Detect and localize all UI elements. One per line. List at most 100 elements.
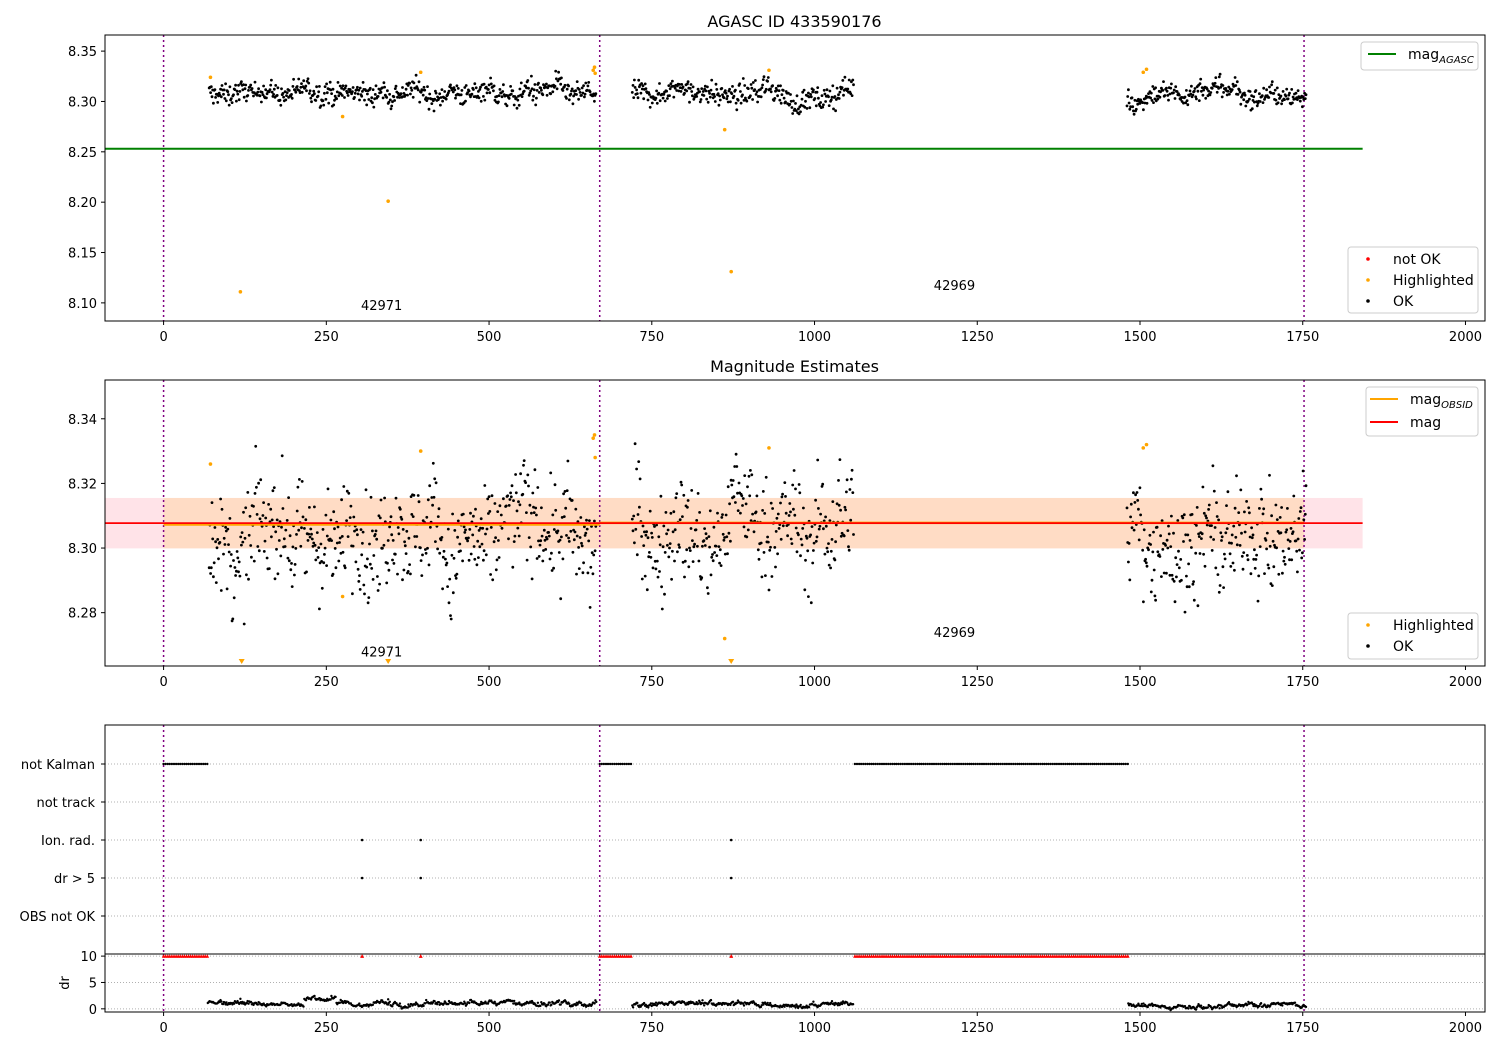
flag-point	[989, 762, 992, 766]
agasc-ok-point	[784, 100, 787, 104]
agasc-ok-point	[1149, 91, 1153, 95]
agasc-ok-point	[350, 92, 353, 96]
magnitude-ok-point	[773, 546, 777, 549]
agasc-ok-point	[841, 79, 845, 82]
agasc-ok-point	[432, 109, 436, 113]
magnitude-ok-point	[305, 570, 308, 574]
agasc-ok-point	[261, 93, 265, 96]
agasc-ok-point	[401, 86, 404, 89]
agasc-ok-point	[1127, 88, 1130, 92]
dr-x-tick-label: 2000	[1449, 1021, 1482, 1036]
magnitude-ok-point	[714, 544, 718, 548]
magnitude-ok-point	[790, 542, 794, 545]
magnitude-ok-point	[275, 518, 279, 522]
magnitude-ok-point	[704, 532, 708, 536]
magnitude-ok-point	[1134, 493, 1137, 497]
magnitude-ok-point	[213, 526, 217, 529]
agasc-ok-point	[726, 94, 729, 98]
flag-point	[903, 762, 907, 766]
agasc-ok-point	[1154, 86, 1157, 90]
flag-point	[1078, 762, 1082, 766]
agasc-ok-point	[766, 76, 770, 79]
magnitude-ok-point	[1275, 518, 1279, 521]
flag-point	[1126, 762, 1130, 766]
agasc-ok-point	[1255, 104, 1259, 108]
magnitude-ok-point	[288, 534, 292, 538]
magnitude-ok-point	[554, 508, 558, 512]
magnitude-ok-point	[586, 571, 590, 575]
magnitude-ok-point	[1251, 533, 1255, 537]
magnitude-ok-point	[313, 543, 317, 547]
agasc-highlighted-point	[593, 71, 597, 76]
magnitude-ok-point	[636, 513, 640, 516]
agasc-x-tick-label: 1000	[798, 330, 831, 345]
agasc-ok-point	[648, 105, 652, 109]
agasc-ok-point	[779, 84, 782, 88]
agasc-highlighted-point	[208, 75, 213, 80]
magnitude-ok-point	[645, 530, 648, 534]
magnitude-ok-point	[313, 505, 316, 509]
agasc-ok-point	[658, 82, 661, 85]
agasc-ok-point	[698, 100, 702, 104]
agasc-ok-point	[527, 93, 531, 97]
magnitude-highlighted-point	[1141, 446, 1146, 450]
magnitude-ok-point	[497, 539, 500, 542]
agasc-ok-point	[742, 98, 746, 102]
magnitude-ok-point	[583, 534, 587, 537]
magnitude-ok-point	[573, 530, 577, 534]
magnitude-ok-point	[262, 550, 266, 553]
agasc-ok-point	[541, 93, 545, 97]
magnitude-x-tick-label: 500	[477, 675, 502, 690]
magnitude-ok-point	[489, 526, 493, 529]
magnitude-ok-point	[847, 548, 851, 552]
agasc-ok-point	[1209, 91, 1213, 94]
magnitude-ok-point	[216, 538, 220, 541]
magnitude-ok-point	[1254, 558, 1258, 561]
magnitude-ok-point	[1205, 523, 1209, 527]
magnitude-ok-point	[565, 489, 569, 492]
magnitude-ok-point	[351, 592, 354, 596]
agasc-ok-point	[805, 107, 809, 110]
dr-y-tick-label: 10	[80, 950, 97, 965]
flag-point	[202, 762, 205, 766]
magnitude-ok-point	[635, 553, 639, 557]
agasc-ok-point	[698, 90, 701, 94]
agasc-ok-point	[700, 87, 704, 90]
dr-saturated-marker	[418, 954, 423, 958]
magnitude-ok-point	[1127, 542, 1131, 545]
agasc-ok-point	[1265, 88, 1268, 92]
agasc-legend-ok-label: OK	[1393, 294, 1414, 310]
magnitude-ok-point	[795, 550, 799, 554]
flag-point	[966, 762, 969, 766]
magnitude-ok-point	[710, 555, 714, 559]
agasc-ok-point	[439, 96, 443, 99]
magnitude-ok-point	[500, 526, 504, 530]
magnitude-ok-point	[1296, 537, 1300, 541]
magnitude-ok-point	[306, 539, 310, 542]
dr-point	[590, 1003, 594, 1006]
dr-point	[1183, 1005, 1187, 1008]
agasc-ok-point	[418, 100, 422, 104]
agasc-ok-point	[373, 97, 376, 101]
magnitude-ok-point	[1202, 552, 1205, 556]
magnitude-ok-point	[1167, 524, 1170, 528]
magnitude-ok-point	[1233, 506, 1237, 510]
magnitude-ok-point	[633, 442, 637, 446]
agasc-ok-point	[709, 88, 713, 92]
magnitude-ok-point	[319, 542, 323, 546]
agasc-ok-point	[1218, 72, 1222, 76]
agasc-ok-point	[417, 80, 421, 84]
agasc-ok-point	[1202, 88, 1205, 92]
dr-point	[493, 1000, 496, 1003]
agasc-ok-point	[745, 99, 749, 103]
magnitude-ok-point	[838, 458, 842, 461]
magnitude-ok-point	[827, 563, 831, 567]
agasc-ok-point	[1204, 96, 1208, 100]
agasc-ok-point	[343, 96, 346, 99]
dr-point	[1253, 1003, 1256, 1006]
magnitude-ok-point	[655, 523, 658, 527]
agasc-ok-point	[348, 88, 352, 91]
agasc-ok-point	[256, 90, 260, 94]
magnitude-ok-point	[791, 483, 795, 487]
